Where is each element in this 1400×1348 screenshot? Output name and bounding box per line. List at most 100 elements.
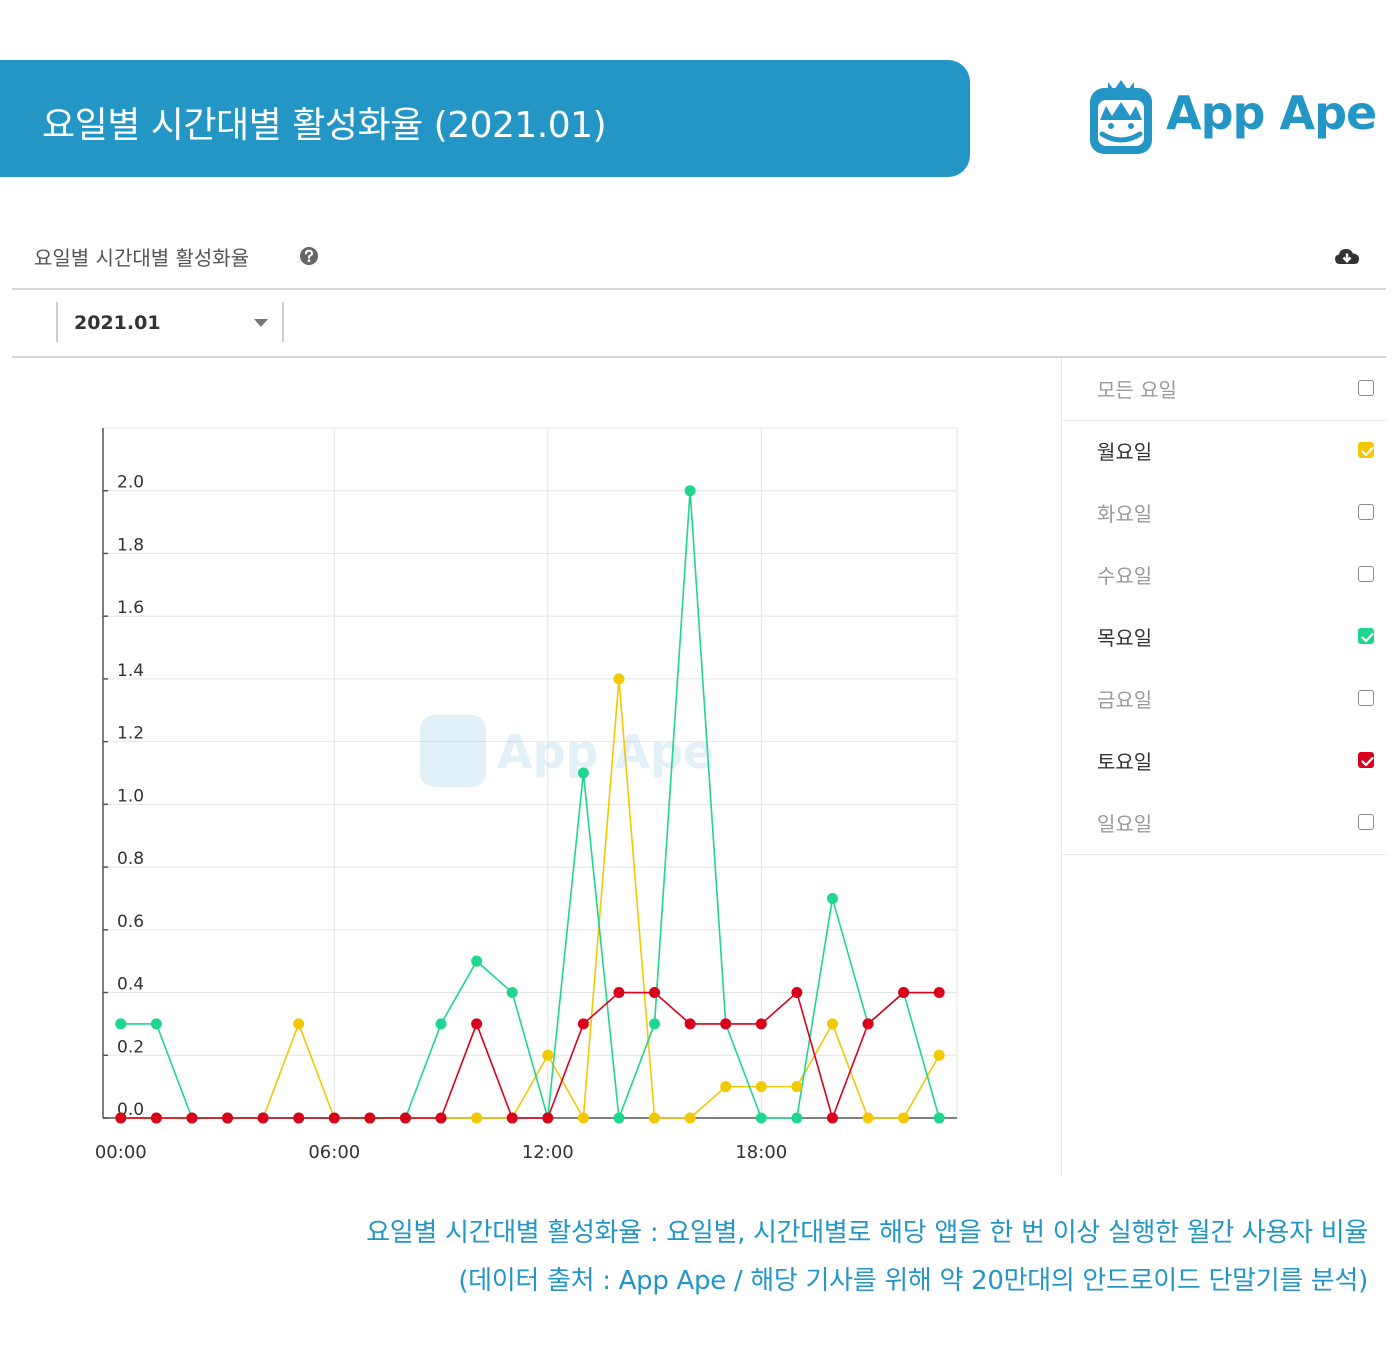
y-tick-label: 0.2 [117, 1037, 144, 1057]
y-tick-label: 2.0 [117, 473, 144, 493]
series-point [933, 1112, 945, 1124]
cloud-download-icon[interactable] [1334, 246, 1360, 268]
series-point [791, 1112, 803, 1124]
y-tick-label: 1.4 [117, 661, 144, 681]
series-point [684, 1112, 696, 1124]
legend-item-label: 화요일 [1097, 502, 1153, 526]
series-point [364, 1112, 376, 1124]
series-point [435, 1112, 447, 1124]
legend-item-all[interactable]: 모든 요일 [1062, 358, 1387, 421]
x-tick-label: 06:00 [308, 1142, 360, 1163]
series-point [898, 987, 910, 999]
filter-bar: 2021.01 [12, 290, 1386, 358]
series-point [649, 1112, 661, 1124]
series-point [115, 1112, 127, 1124]
series-point [577, 1112, 589, 1124]
legend-item-thu[interactable]: 목요일 [1062, 606, 1387, 668]
month-select-value: 2021.01 [74, 312, 161, 334]
caret-down-icon[interactable] [254, 319, 268, 327]
app-ape-logo: App Ape [1086, 78, 1377, 160]
legend-item-sat[interactable]: 토요일 [1062, 730, 1387, 792]
legend-checkbox[interactable] [1358, 752, 1374, 768]
logo-text: App Ape [1166, 86, 1377, 140]
series-point [755, 1081, 767, 1093]
watermark-logo: App Ape [420, 715, 714, 787]
series-point [150, 1112, 162, 1124]
legend-checkbox[interactable] [1358, 566, 1374, 582]
series-point [720, 1081, 732, 1093]
series-point [328, 1112, 340, 1124]
check-icon [1361, 756, 1374, 767]
series-point [471, 1018, 483, 1030]
weekday-hourly-activation-chart: 0.00.20.40.60.81.01.21.41.61.82.000:00 06… [95, 427, 958, 1163]
series-point [542, 1049, 554, 1061]
legend-checkbox[interactable] [1358, 380, 1374, 396]
legend-item-label: 금요일 [1097, 688, 1153, 712]
series-point [684, 485, 696, 497]
series-point [506, 1112, 518, 1124]
watermark-text: App Ape [497, 725, 714, 779]
series-point [293, 1018, 305, 1030]
series-point [826, 1018, 838, 1030]
series-point [577, 1018, 589, 1030]
series-point [826, 1112, 838, 1124]
series-point [791, 1081, 803, 1093]
series-point [649, 987, 661, 999]
legend-item-fri[interactable]: 금요일 [1062, 668, 1387, 730]
series-point [933, 1049, 945, 1061]
title-banner: 요일별 시간대별 활성화율 (2021.01) [0, 60, 970, 177]
check-icon [1361, 446, 1374, 457]
app-ape-mascot-icon [1090, 80, 1152, 154]
legend-item-label: 모든 요일 [1097, 378, 1177, 402]
y-tick-label: 1.0 [117, 786, 144, 806]
legend-item-label: 수요일 [1097, 564, 1153, 588]
legend-item-label: 토요일 [1097, 750, 1153, 774]
series-point [257, 1112, 269, 1124]
series-point [150, 1018, 162, 1030]
legend-checkbox[interactable] [1358, 504, 1374, 520]
x-tick-label: 00:00 [95, 1142, 147, 1163]
series-point [755, 1112, 767, 1124]
series-point [115, 1018, 127, 1030]
series-point [293, 1112, 305, 1124]
footnote-definition: 요일별 시간대별 활성화율 : 요일별, 시간대별로 해당 앱을 한 번 이상 … [366, 1218, 1368, 1248]
legend-checkbox[interactable] [1358, 690, 1374, 706]
panel-title: 요일별 시간대별 활성화율 [34, 246, 250, 270]
series-point [684, 1018, 696, 1030]
legend-item-label: 일요일 [1097, 812, 1153, 836]
series-point [755, 1018, 767, 1030]
series-point [471, 955, 483, 967]
legend-item-wed[interactable]: 수요일 [1062, 544, 1387, 606]
check-icon [1361, 632, 1374, 643]
legend-item-mon[interactable]: 월요일 [1062, 420, 1387, 482]
series-point [862, 1112, 874, 1124]
series-point [222, 1112, 234, 1124]
legend-checkbox[interactable] [1358, 442, 1374, 458]
series-point [435, 1018, 447, 1030]
series-point [577, 767, 589, 779]
y-tick-label: 1.2 [117, 724, 144, 744]
y-tick-label: 0.6 [117, 912, 144, 932]
legend-checkbox[interactable] [1358, 628, 1374, 644]
series-point [186, 1112, 198, 1124]
footnote-source: (데이터 출처 : App Ape / 해당 기사를 위해 약 20만대의 안드… [458, 1266, 1368, 1296]
month-select[interactable]: 2021.01 [56, 302, 284, 342]
series-point [542, 1112, 554, 1124]
y-tick-label: 1.6 [117, 598, 144, 618]
question-circle-icon[interactable] [299, 246, 319, 266]
series-point [399, 1112, 411, 1124]
x-tick-label: 12:00 [522, 1142, 574, 1163]
panel-header: 요일별 시간대별 활성화율 [12, 228, 1386, 290]
series-point [791, 987, 803, 999]
banner-title: 요일별 시간대별 활성화율 (2021.01) [42, 105, 607, 146]
series-line [120, 991, 940, 1121]
legend-item-sun[interactable]: 일요일 [1062, 792, 1387, 855]
legend-item-label: 월요일 [1097, 440, 1153, 464]
legend-checkbox[interactable] [1358, 814, 1374, 830]
legend-item-tue[interactable]: 화요일 [1062, 482, 1387, 544]
series-point [471, 1112, 483, 1124]
series-point [826, 892, 838, 904]
series-point [933, 987, 945, 999]
series-point [613, 673, 625, 685]
